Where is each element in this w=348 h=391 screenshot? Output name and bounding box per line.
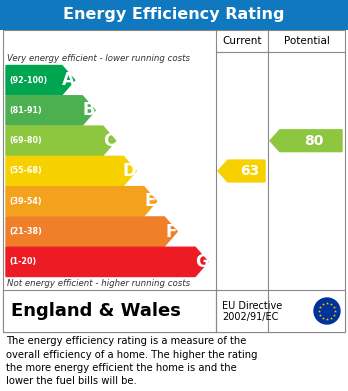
- Text: F: F: [165, 222, 176, 240]
- Text: 2002/91/EC: 2002/91/EC: [222, 312, 278, 322]
- Text: Current: Current: [222, 36, 262, 46]
- Polygon shape: [6, 156, 136, 186]
- Text: Potential: Potential: [284, 36, 330, 46]
- Text: England & Wales: England & Wales: [11, 302, 181, 320]
- Bar: [3, 290, 345, 332]
- Text: The energy efficiency rating is a measure of the: The energy efficiency rating is a measur…: [6, 336, 246, 346]
- Text: Energy Efficiency Rating: Energy Efficiency Rating: [63, 7, 285, 23]
- Text: (92-100): (92-100): [9, 75, 47, 84]
- Polygon shape: [6, 66, 75, 95]
- Text: (69-80): (69-80): [9, 136, 42, 145]
- Text: (21-38): (21-38): [9, 227, 42, 236]
- Text: (55-68): (55-68): [9, 167, 42, 176]
- Text: A: A: [62, 71, 75, 89]
- Polygon shape: [6, 217, 177, 246]
- Text: (81-91): (81-91): [9, 106, 42, 115]
- Polygon shape: [218, 160, 265, 182]
- Text: lower the fuel bills will be.: lower the fuel bills will be.: [6, 377, 137, 386]
- Circle shape: [314, 298, 340, 324]
- Polygon shape: [6, 96, 95, 125]
- Text: C: C: [103, 132, 116, 150]
- Text: D: D: [123, 162, 137, 180]
- Text: EU Directive: EU Directive: [222, 301, 282, 311]
- Text: 63: 63: [240, 164, 259, 178]
- Bar: [0, 0, 348, 30]
- Text: Not energy efficient - higher running costs: Not energy efficient - higher running co…: [7, 279, 190, 288]
- Text: 80: 80: [304, 134, 324, 148]
- Text: (39-54): (39-54): [9, 197, 42, 206]
- Text: (1-20): (1-20): [9, 257, 36, 266]
- Text: G: G: [195, 253, 208, 271]
- Text: overall efficiency of a home. The higher the rating: overall efficiency of a home. The higher…: [6, 350, 258, 359]
- Polygon shape: [270, 130, 342, 152]
- Polygon shape: [6, 187, 157, 216]
- Bar: [3, 30, 345, 332]
- Polygon shape: [6, 126, 116, 155]
- Polygon shape: [6, 247, 208, 276]
- Text: B: B: [82, 101, 95, 119]
- Text: the more energy efficient the home is and the: the more energy efficient the home is an…: [6, 363, 237, 373]
- Text: E: E: [145, 192, 156, 210]
- Text: Very energy efficient - lower running costs: Very energy efficient - lower running co…: [7, 54, 190, 63]
